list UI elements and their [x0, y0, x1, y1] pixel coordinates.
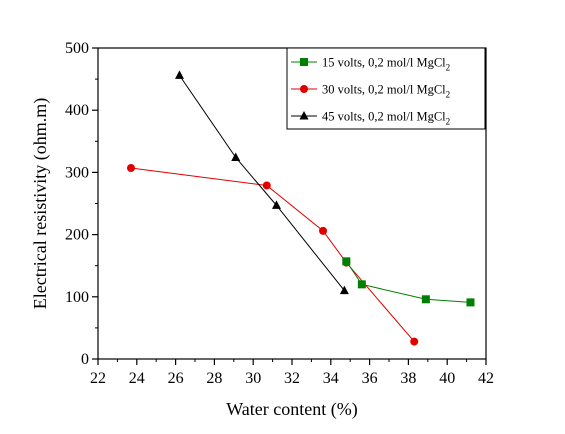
legend: 15 volts, 0,2 mol/l MgCl2 30 volts, 0,2 m…	[286, 47, 486, 130]
data-point	[262, 181, 271, 190]
series-1	[342, 257, 475, 307]
data-point	[339, 285, 349, 295]
y-tick-label: 500	[65, 40, 89, 57]
x-tick-label: 30	[245, 370, 261, 387]
x-tick-label: 28	[206, 370, 222, 387]
x-tick-label: 40	[439, 370, 455, 387]
data-point	[174, 70, 184, 79]
x-axis-title: Water content (%)	[226, 399, 357, 420]
y-tick-label: 0	[81, 351, 89, 368]
data-point	[410, 337, 419, 346]
y-tick-label: 200	[65, 227, 89, 244]
data-point	[357, 280, 366, 289]
y-tick-label: 100	[65, 289, 89, 306]
legend-entry: 45 volts, 0,2 mol/l MgCl2	[322, 110, 450, 127]
data-point	[231, 152, 241, 161]
x-tick-label: 42	[478, 370, 494, 387]
x-tick-label: 36	[362, 370, 378, 387]
legend-entry: 30 volts, 0,2 mol/l MgCl2	[322, 83, 450, 100]
data-point	[342, 257, 351, 266]
data-point	[271, 200, 281, 209]
series-3	[174, 70, 349, 295]
x-tick-label: 24	[129, 370, 145, 387]
legend-marker	[300, 85, 308, 93]
series-layer	[126, 70, 475, 346]
data-point	[319, 226, 328, 235]
series-line	[130, 167, 415, 342]
axes-layer: 22 24 26 28 30 32 34 36 38 40 42 0 100 200 300 400 500	[65, 40, 494, 387]
y-tick-label: 300	[65, 164, 89, 181]
x-tick-label: 38	[400, 370, 416, 387]
legend-marker	[299, 111, 309, 120]
data-point	[466, 298, 475, 307]
y-tick-label: 400	[65, 102, 89, 119]
x-tick-label: 32	[284, 370, 300, 387]
legend-box	[286, 47, 486, 130]
legend-marker	[300, 58, 308, 66]
series-2	[126, 164, 419, 346]
data-point	[421, 295, 430, 304]
legend-entry: 15 volts, 0,2 mol/l MgCl2	[322, 56, 450, 73]
x-tick-label: 26	[168, 370, 184, 387]
x-tick-label: 34	[323, 370, 339, 387]
y-axis-title: Electrical resistivity (ohm.m)	[30, 98, 51, 309]
data-point	[126, 164, 135, 173]
series-line	[179, 75, 345, 291]
x-tick-label: 22	[90, 370, 106, 387]
series-line	[345, 261, 471, 303]
